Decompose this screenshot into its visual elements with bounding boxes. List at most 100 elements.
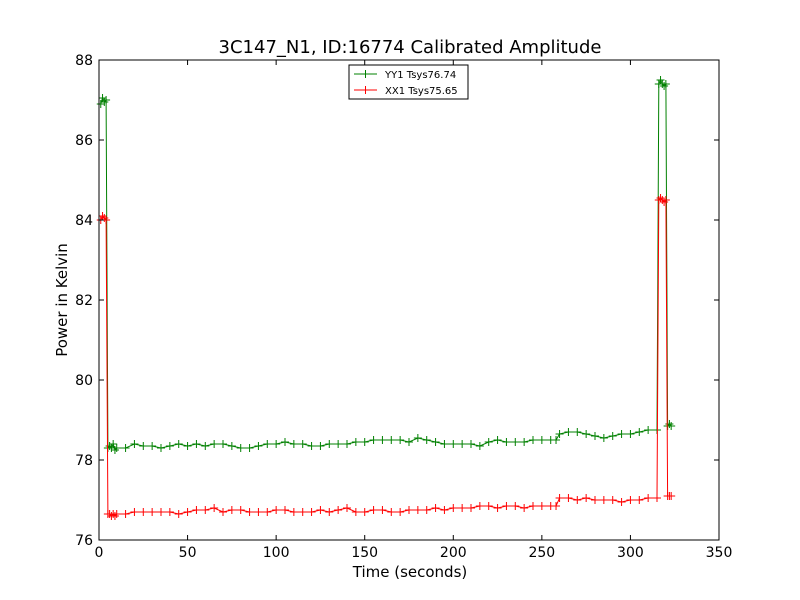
data-point-marker [608, 496, 617, 504]
legend-box [348, 64, 469, 100]
x-tick-label: 100 [263, 545, 290, 561]
data-point-marker [98, 212, 107, 220]
data-point-marker [263, 440, 272, 448]
y-tick-label: 76 [75, 533, 93, 549]
data-point-marker [552, 436, 561, 444]
data-point-marker [98, 94, 107, 102]
data-point-marker [281, 506, 289, 514]
y-axis-label: Power in Kelvin [53, 243, 71, 357]
data-point-marker [644, 494, 653, 502]
data-point-marker [502, 438, 511, 446]
data-point-marker [511, 502, 520, 510]
data-point-marker [573, 428, 582, 436]
data-point-marker [272, 440, 281, 448]
data-point-marker [520, 504, 529, 512]
legend-marker [361, 70, 370, 78]
data-point-marker [552, 502, 561, 510]
data-point-marker [387, 508, 396, 516]
data-point-marker [484, 438, 493, 446]
data-point-marker [653, 494, 661, 502]
data-point-marker [227, 506, 236, 514]
data-point-marker [582, 494, 591, 502]
data-point-marker [112, 510, 121, 518]
plot-series-layer [96, 76, 676, 520]
data-point-marker [599, 496, 608, 504]
data-point-marker [661, 80, 670, 88]
data-point-marker [635, 428, 644, 436]
data-point-marker [458, 440, 467, 448]
data-point-marker [511, 438, 520, 446]
data-point-marker [537, 436, 546, 444]
data-point-marker [254, 442, 263, 450]
y-tick-label: 84 [75, 213, 93, 229]
data-point-marker [102, 96, 111, 104]
data-point-marker [405, 438, 413, 446]
data-point-marker [245, 444, 254, 452]
data-point-marker [100, 214, 109, 222]
data-point-marker [96, 100, 105, 108]
data-point-marker [157, 508, 165, 516]
data-point-marker [431, 438, 440, 446]
data-point-marker [422, 436, 431, 444]
data-point-marker [219, 508, 227, 516]
data-point-marker [660, 198, 669, 206]
data-point-marker [360, 438, 369, 446]
data-point-marker [289, 440, 298, 448]
data-point-marker [334, 440, 343, 448]
data-point-marker [325, 440, 334, 448]
data-point-marker [493, 504, 502, 512]
data-point-marker [263, 508, 272, 516]
data-point-marker [130, 508, 139, 516]
y-tick-label: 86 [75, 133, 93, 149]
data-point-marker [591, 496, 599, 504]
y-tick-label: 78 [75, 453, 93, 469]
data-point-marker [109, 440, 118, 448]
data-point-marker [245, 508, 254, 516]
data-point-marker [667, 422, 676, 430]
x-tick-label: 200 [440, 545, 467, 561]
x-axis-label: Time (seconds) [352, 563, 468, 581]
data-point-marker [236, 506, 245, 514]
data-point-marker [316, 506, 325, 514]
data-point-marker [100, 98, 109, 106]
y-tick-label: 80 [75, 373, 93, 389]
data-point-marker [608, 432, 617, 440]
data-point-marker [475, 502, 484, 510]
data-point-marker [396, 508, 405, 516]
data-point-marker [343, 440, 351, 448]
data-point-marker [307, 508, 316, 516]
data-point-marker [351, 438, 360, 446]
data-point-marker [157, 444, 165, 452]
data-point-marker [174, 440, 183, 448]
data-point-marker [236, 444, 245, 452]
data-point-marker [555, 430, 564, 438]
data-point-marker [440, 506, 449, 514]
data-point-marker [656, 76, 665, 84]
data-point-marker [378, 436, 387, 444]
data-point-marker [431, 504, 440, 512]
data-point-marker [475, 442, 484, 450]
data-point-marker [387, 436, 396, 444]
x-tick-label: 150 [351, 545, 378, 561]
data-point-marker [121, 444, 130, 452]
data-point-marker [413, 506, 422, 514]
data-point-marker [360, 508, 369, 516]
data-point-marker [449, 440, 458, 448]
legend: YY1 Tsys76.74 XX1 Tsys75.65 [348, 64, 469, 100]
data-point-marker [396, 436, 405, 444]
data-point-marker [165, 442, 174, 450]
data-point-marker [289, 508, 298, 516]
data-point-marker [467, 440, 475, 448]
data-point-marker [210, 440, 219, 448]
data-point-marker [529, 502, 537, 510]
data-point-marker [502, 502, 511, 510]
legend-marker [361, 86, 370, 94]
data-point-marker [626, 496, 635, 504]
data-point-marker [520, 438, 529, 446]
data-point-marker [564, 428, 573, 436]
data-point-marker [667, 492, 676, 500]
data-point-marker [254, 508, 263, 516]
data-point-marker [210, 504, 219, 512]
data-point-marker [440, 440, 449, 448]
